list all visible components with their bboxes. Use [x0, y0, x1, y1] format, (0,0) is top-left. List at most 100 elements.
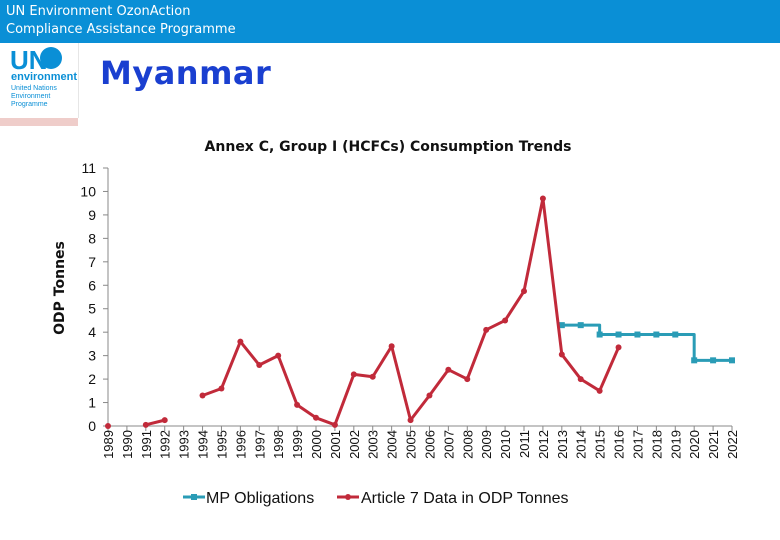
x-tick-label: 2022	[725, 430, 740, 459]
page-title: Myanmar	[100, 54, 272, 92]
x-tick-label: 1993	[177, 430, 192, 459]
y-tick-label: 10	[80, 183, 96, 199]
data-point-mp-obligations	[710, 357, 717, 364]
data-point-article7	[596, 387, 603, 394]
x-tick-label: 2016	[612, 430, 627, 459]
logo-accent-bar	[0, 118, 78, 126]
x-tick-label: 2006	[422, 430, 437, 459]
data-point-mp-obligations	[653, 331, 660, 338]
x-tick-label: 1996	[233, 430, 248, 459]
header-line1: UN Environment OzonAction	[6, 4, 191, 19]
data-point-article7	[142, 421, 149, 428]
header-bar: UN Environment OzonAction Compliance Ass…	[0, 0, 780, 43]
data-point-article7	[464, 376, 471, 383]
x-tick-label: 2019	[668, 430, 683, 459]
data-point-mp-obligations	[672, 331, 679, 338]
x-tick-label: 2010	[498, 430, 513, 459]
x-tick-label: 2003	[366, 430, 381, 459]
x-tick-label: 1994	[196, 430, 211, 459]
x-tick-label: 2018	[649, 430, 664, 459]
x-tick-label: 2015	[593, 430, 608, 459]
logo-small-text: United Nations Environment Programme	[11, 85, 57, 108]
x-tick-label: 2007	[441, 430, 456, 459]
data-point-article7	[294, 401, 301, 408]
x-tick-label: 2020	[687, 430, 702, 459]
data-point-article7	[331, 421, 338, 428]
y-tick-label: 11	[81, 160, 96, 176]
data-point-article7	[256, 362, 263, 369]
y-tick-label: 8	[88, 230, 96, 246]
x-tick-label: 1998	[271, 430, 286, 459]
x-tick-label: 2005	[404, 430, 419, 459]
data-point-article7	[369, 373, 376, 380]
legend-marker-mp-obligations	[191, 494, 197, 500]
data-point-article7	[388, 343, 395, 350]
y-tick-label: 9	[88, 207, 96, 223]
data-point-article7	[218, 385, 225, 392]
x-tick-label: 2017	[630, 430, 645, 459]
data-point-article7	[502, 317, 509, 324]
x-tick-label: 2001	[328, 430, 343, 459]
data-point-article7	[615, 344, 622, 351]
data-point-mp-obligations	[615, 331, 622, 338]
data-point-mp-obligations	[634, 331, 641, 338]
data-point-article7	[237, 338, 244, 345]
x-tick-label: 2009	[479, 430, 494, 459]
x-tick-label: 1999	[290, 430, 305, 459]
y-tick-label: 5	[88, 301, 96, 317]
data-point-article7	[275, 352, 282, 359]
y-tick-label: 4	[88, 324, 96, 340]
y-tick-label: 0	[88, 418, 96, 434]
data-point-article7	[407, 417, 414, 424]
x-tick-label: 2021	[706, 430, 721, 459]
data-point-article7	[521, 288, 527, 295]
data-point-mp-obligations	[691, 357, 698, 364]
x-tick-label: 1995	[214, 430, 229, 459]
legend-marker-article7	[345, 494, 351, 500]
data-point-article7	[313, 414, 319, 421]
x-tick-label: 1997	[252, 430, 267, 459]
x-tick-label: 1991	[139, 430, 154, 459]
legend-label-article7: Article 7 Data in ODP Tonnes	[361, 490, 569, 507]
data-point-article7	[539, 195, 546, 202]
y-tick-label: 7	[88, 254, 96, 270]
x-tick-label: 2008	[460, 430, 475, 459]
y-tick-label: 6	[88, 277, 96, 293]
x-tick-label: 2002	[347, 430, 362, 459]
data-point-article7	[558, 351, 565, 358]
x-tick-label: 1989	[101, 430, 116, 459]
data-point-article7	[105, 423, 111, 429]
data-point-article7	[426, 392, 433, 399]
series-line-article7	[145, 196, 620, 427]
data-point-mp-obligations	[729, 357, 735, 364]
data-point-article7	[577, 376, 584, 383]
data-point-article7	[350, 371, 357, 378]
series-line-mp-obligations	[561, 323, 732, 362]
data-point-mp-obligations	[558, 322, 565, 329]
x-tick-label: 2004	[385, 430, 400, 459]
y-tick-label: 3	[88, 348, 96, 364]
data-point-mp-obligations	[596, 331, 603, 338]
x-tick-label: 2012	[536, 430, 551, 459]
data-point-article7	[161, 417, 168, 424]
data-point-mp-obligations	[577, 322, 584, 329]
data-point-article7	[199, 392, 206, 399]
legend-label-mp-obligations: MP Obligations	[206, 490, 314, 507]
logo-environment-text: environment	[11, 71, 78, 83]
y-axis-label: ODP Tonnes	[52, 241, 68, 335]
data-point-article7	[483, 326, 490, 333]
data-point-article7	[445, 366, 452, 373]
x-tick-label: 2014	[574, 430, 589, 459]
y-tick-label: 1	[88, 395, 96, 411]
y-tick-label: 2	[88, 371, 96, 387]
x-tick-label: 2011	[517, 430, 532, 458]
header-line2: Compliance Assistance Programme	[6, 22, 236, 37]
x-tick-label: 1990	[120, 430, 135, 459]
x-tick-label: 2000	[309, 430, 324, 459]
chart-title: Annex C, Group I (HCFCs) Consumption Tre…	[205, 139, 572, 155]
x-tick-label: 1992	[158, 430, 173, 459]
un-environment-logo: UN environment United Nations Environmen…	[0, 43, 79, 118]
globe-icon	[40, 47, 62, 69]
x-tick-label: 2013	[555, 430, 570, 459]
